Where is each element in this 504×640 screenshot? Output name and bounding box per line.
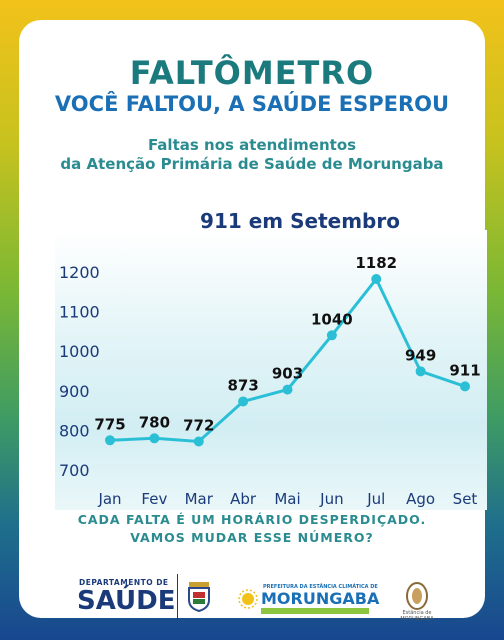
y-tick-label: 1100 [59, 303, 100, 322]
data-label: 1040 [311, 310, 353, 328]
description-line-1: Faltas nos atendimentos [147, 136, 357, 154]
data-label: 772 [183, 416, 214, 434]
y-tick-label: 1000 [59, 342, 100, 361]
estancia-emblem-icon [406, 582, 428, 610]
prefeitura-label: PREFEITURA DA ESTÂNCIA CLIMÁTICA DE [263, 584, 378, 590]
data-point [371, 274, 382, 285]
y-tick-label: 900 [59, 382, 90, 401]
data-label: 1182 [355, 254, 397, 272]
data-label: 903 [272, 365, 303, 383]
city-crest-icon [188, 582, 210, 612]
x-tick-label: Jun [319, 490, 343, 508]
description-line-2: da Atenção Primária de Saúde de Morungab… [60, 155, 444, 173]
data-point [415, 366, 426, 377]
x-tick-label: Fev [141, 490, 167, 508]
data-point [193, 436, 204, 447]
x-tick-label: Set [453, 490, 478, 508]
page-subtitle: VOCÊ FALTOU, A SAÚDE ESPEROU [54, 92, 450, 116]
x-tick-label: Mar [185, 490, 214, 508]
data-point [149, 433, 160, 444]
x-tick-label: Jul [366, 490, 385, 508]
data-point [238, 396, 249, 407]
cta-line-1: CADA FALTA É UM HORÁRIO DESPERDIÇADO. [77, 512, 427, 527]
x-tick-label: Ago [406, 490, 435, 508]
call-to-action: CADA FALTA É UM HORÁRIO DESPERDIÇADO. VA… [19, 511, 485, 547]
chart-description: Faltas nos atendimentos da Atenção Primá… [19, 136, 485, 174]
x-tick-label: Jan [97, 490, 121, 508]
cta-line-2: VAMOS MUDAR ESSE NÚMERO? [130, 530, 374, 545]
data-label: 775 [94, 415, 125, 433]
divider [177, 574, 178, 620]
dept-name: SAÚDE [77, 586, 176, 616]
city-name: MORUNGABA [261, 589, 380, 608]
poster-card: FALTÔMETRO VOCÊ FALTOU, A SAÚDE ESPEROU … [19, 20, 487, 622]
data-label: 780 [139, 413, 170, 431]
chart-title: 911 em Setembro [200, 209, 400, 233]
data-label: 911 [449, 361, 480, 379]
data-point [105, 435, 115, 446]
y-tick-label: 1200 [59, 263, 100, 282]
dept-label: DEPARTAMENTO DE [79, 578, 169, 587]
data-label: 949 [405, 346, 436, 364]
y-tick-label: 700 [59, 461, 90, 480]
y-tick-label: 800 [59, 421, 90, 440]
chart-area: 911 em Setembro 700 800 900 1000 1100 1200 Jan F… [55, 209, 487, 510]
data-point [326, 330, 337, 341]
line-chart: 911 em Setembro 700 800 900 1000 1100 1200 Jan F… [59, 209, 481, 508]
x-tick-label: Abr [230, 490, 257, 508]
page-title: FALTÔMETRO [129, 54, 375, 92]
data-point [282, 384, 293, 395]
slogan-bar [261, 608, 369, 614]
x-tick-label: Mai [274, 490, 300, 508]
sun-icon [238, 589, 258, 609]
data-point [460, 381, 470, 392]
data-label: 873 [227, 376, 258, 394]
estancia-label: Estância de MORUNGABA [400, 610, 434, 622]
logo-bar: DEPARTAMENTO DE SAÚDE PREFEITURA DA ESTÂ… [19, 568, 485, 628]
morungaba-logo: PREFEITURA DA ESTÂNCIA CLIMÁTICA DE MORU… [237, 584, 381, 614]
